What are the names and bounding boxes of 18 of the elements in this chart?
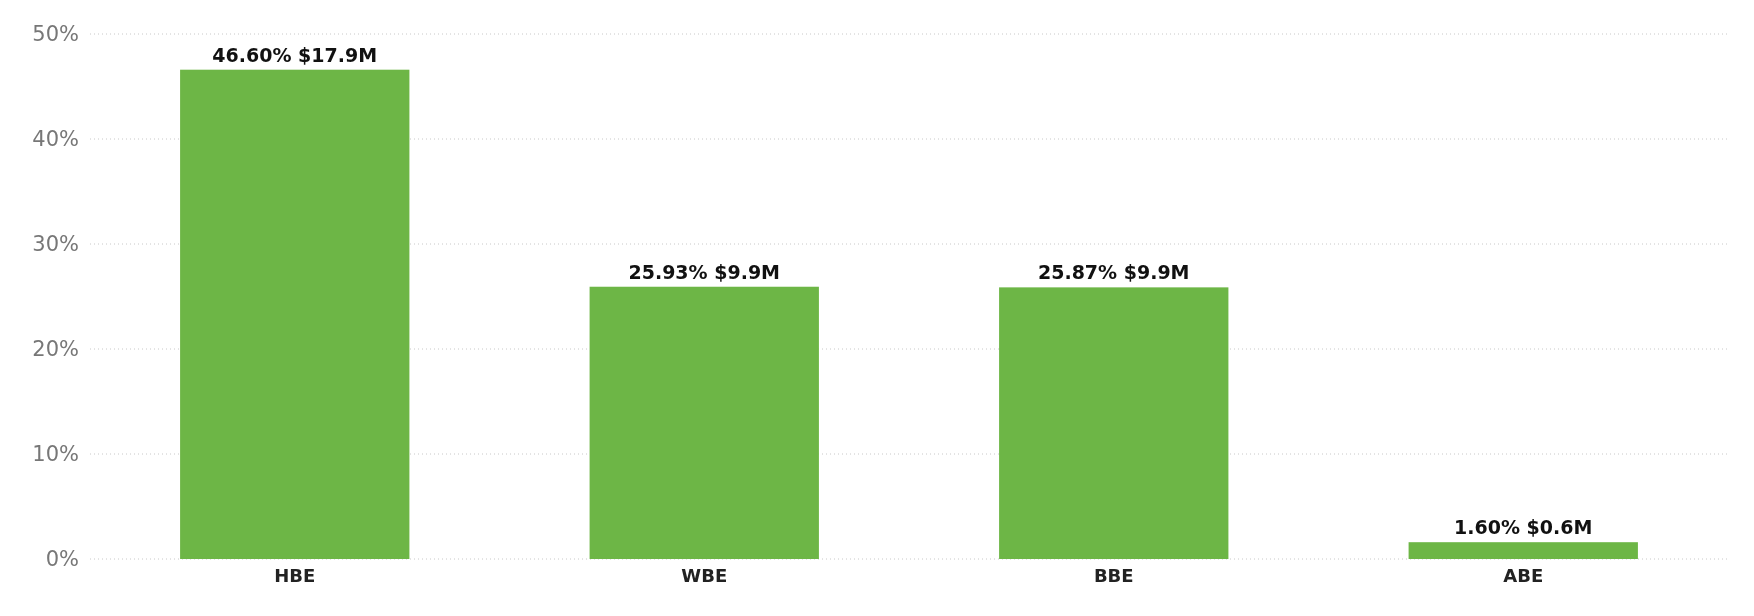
x-tick-label: HBE: [274, 564, 316, 586]
y-tick-label: 40%: [32, 127, 79, 152]
y-tick-label: 0%: [45, 547, 79, 572]
data-label: 25.87% $9.9M: [1037, 261, 1190, 284]
bar: [1408, 542, 1638, 559]
bar: [999, 287, 1229, 559]
bar: [589, 286, 819, 559]
y-tick-label: 30%: [32, 232, 79, 257]
y-tick-label: 50%: [32, 22, 79, 47]
y-tick-label: 20%: [32, 337, 79, 362]
data-label: 25.93% $9.9M: [628, 260, 781, 283]
data-label: 1.60% $0.6M: [1454, 516, 1593, 539]
y-tick-label: 10%: [32, 442, 79, 467]
data-label: 46.60% $17.9M: [212, 43, 378, 66]
x-tick-label: ABE: [1503, 564, 1544, 586]
x-tick-label: BBE: [1093, 564, 1134, 586]
bar: [180, 69, 410, 559]
x-tick-label: WBE: [681, 564, 728, 586]
